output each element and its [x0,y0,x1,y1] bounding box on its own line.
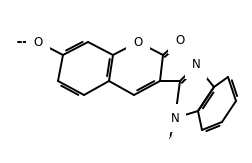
Text: N: N [171,111,179,125]
Text: N: N [171,111,179,125]
Text: O: O [133,36,143,49]
Text: O: O [175,34,185,46]
Text: N: N [166,133,174,143]
Text: O: O [175,34,185,46]
Text: N: N [192,59,200,72]
Text: O: O [33,36,43,49]
Text: O: O [20,37,28,47]
Text: O: O [33,36,43,49]
Text: N: N [192,59,200,72]
Text: O: O [133,36,143,49]
